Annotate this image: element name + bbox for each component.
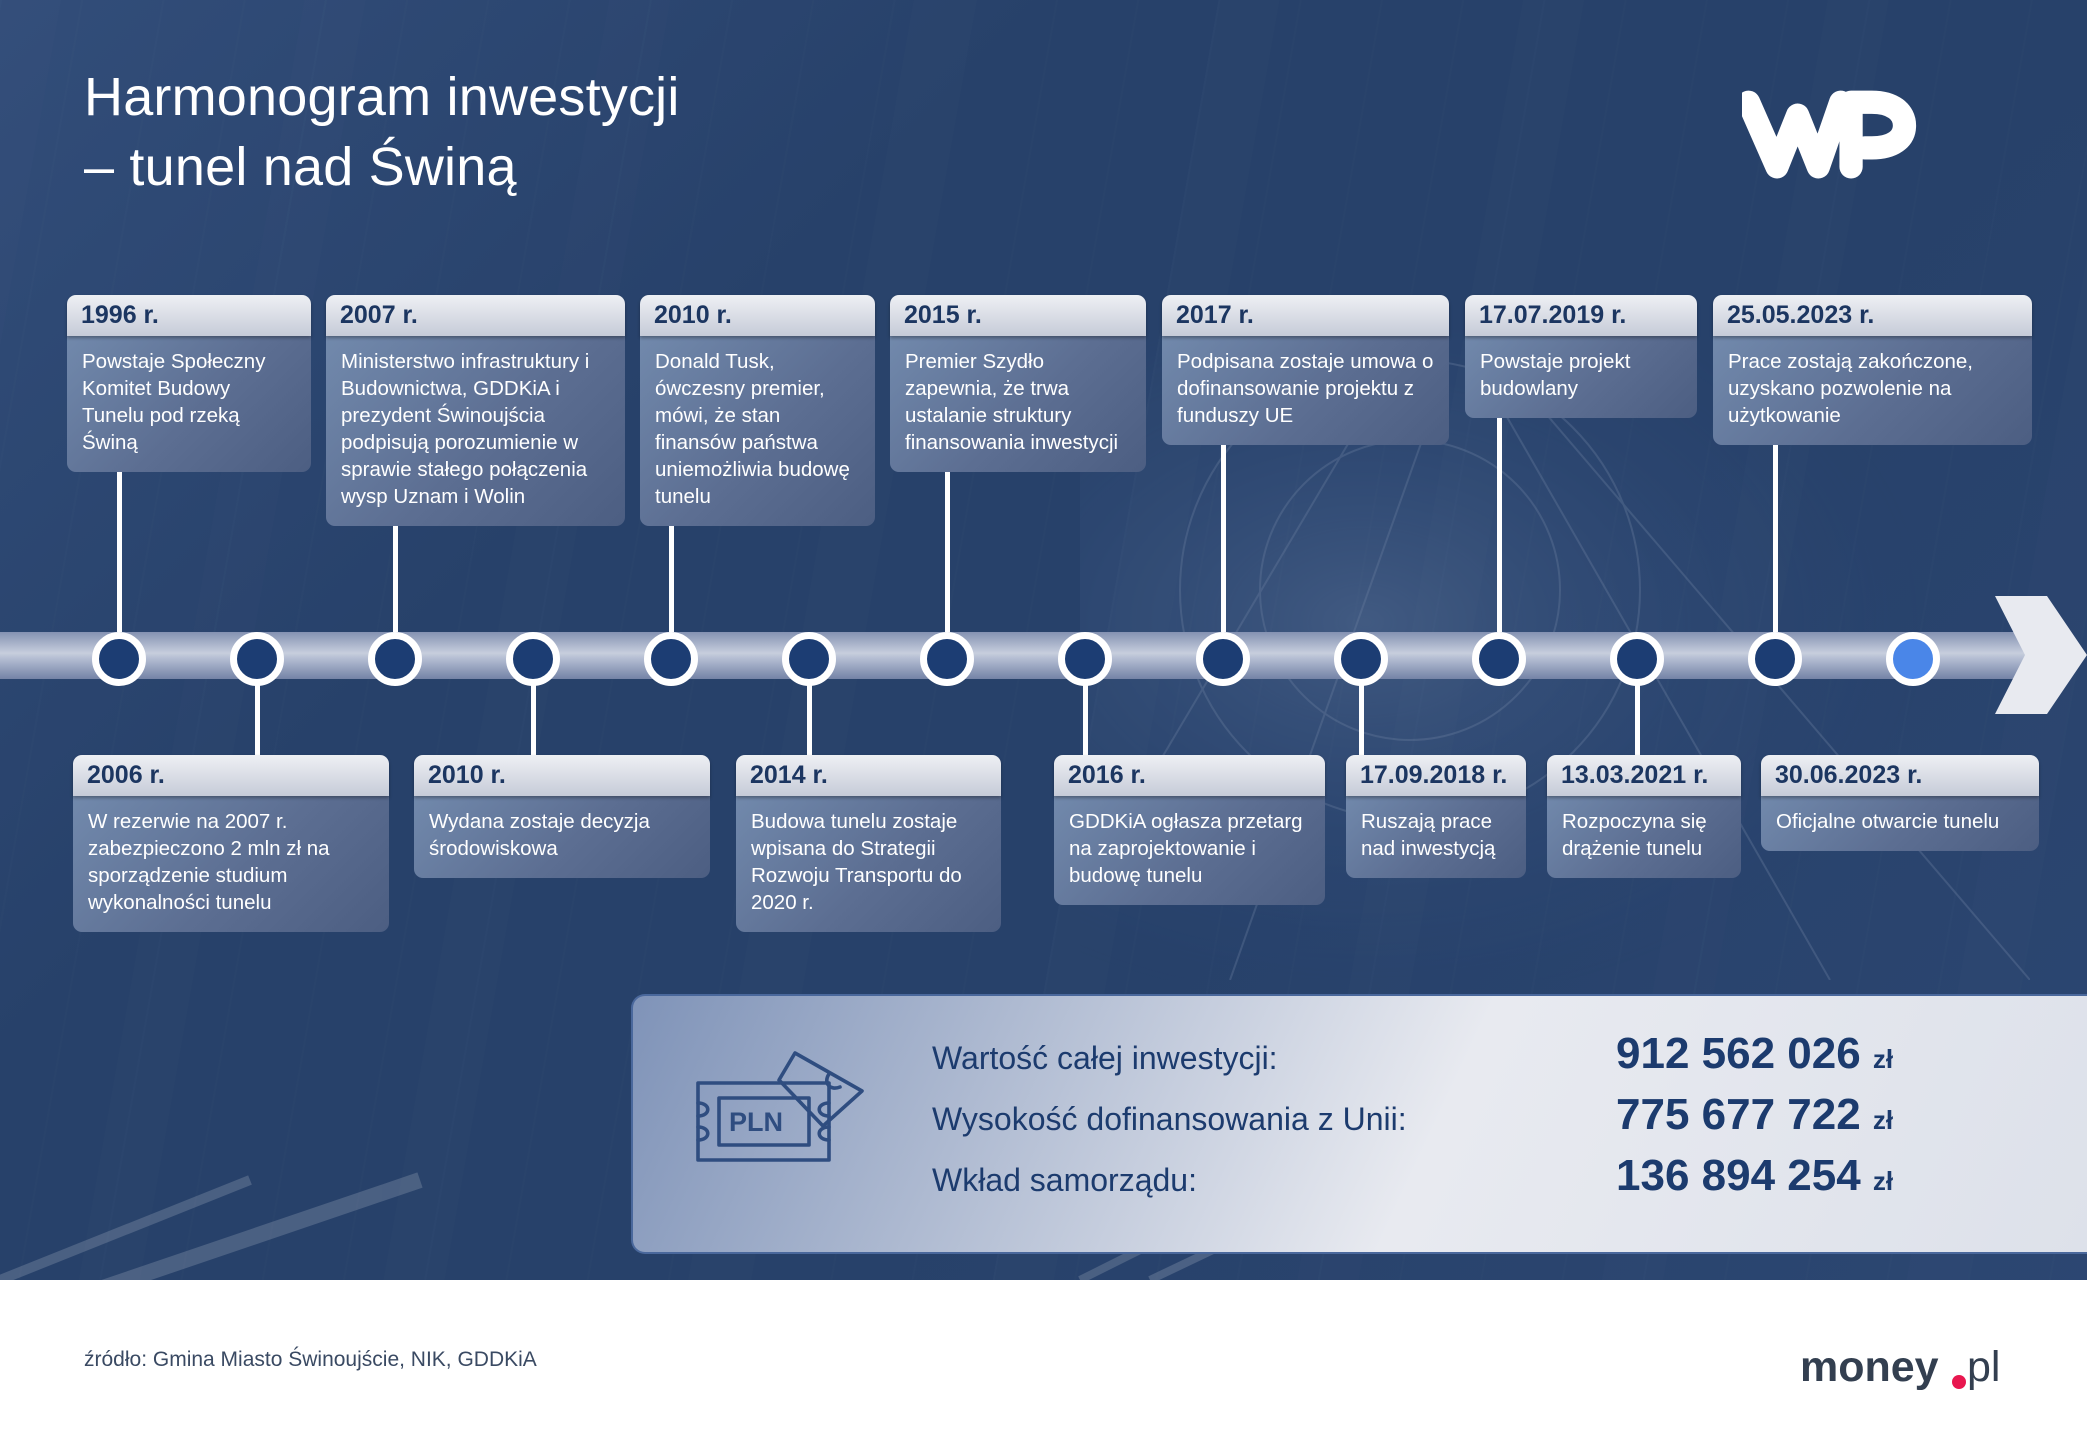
- svg-text:money: money: [1800, 1343, 1939, 1391]
- svg-text:pl: pl: [1967, 1343, 2000, 1391]
- svg-text:PLN: PLN: [729, 1107, 783, 1137]
